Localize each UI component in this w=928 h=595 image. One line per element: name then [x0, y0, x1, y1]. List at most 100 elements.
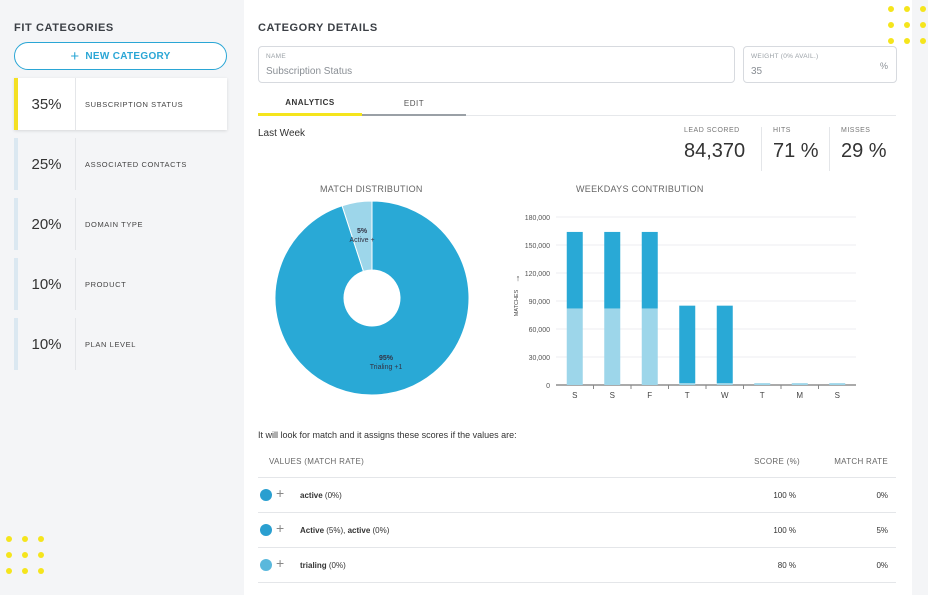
bar-segment[interactable]	[641, 231, 658, 309]
x-tick-label: S	[572, 391, 577, 400]
bar-segment[interactable]	[679, 305, 696, 384]
category-weight: 10%	[14, 318, 76, 370]
tab-analytics[interactable]: ANALYTICS	[258, 92, 362, 116]
pie-chart-title: MATCH DISTRIBUTION	[320, 184, 423, 194]
category-item-plan-level[interactable]: 10% PLAN LEVEL	[14, 318, 227, 370]
values-table: VALUES (MATCH RATE) SCORE (%) MATCH RATE…	[258, 447, 896, 583]
new-category-button[interactable]: + NEW CATEGORY	[14, 42, 227, 70]
expand-plus-icon[interactable]: +	[276, 555, 285, 571]
row-match-rate: 5%	[876, 526, 888, 535]
divider	[761, 127, 762, 171]
stat-value: 84,370	[684, 140, 746, 162]
stat-misses: MISSES 29 %	[841, 127, 887, 173]
stat-label: LEAD SCORED	[684, 127, 740, 134]
table-row: + trialing (0%) 80 % 0%	[258, 548, 896, 583]
y-axis-label: MATCHES	[514, 289, 520, 316]
category-item-product[interactable]: 10% PRODUCT	[14, 258, 227, 310]
row-match-rate: 0%	[876, 561, 888, 570]
row-score: 100 %	[773, 491, 796, 500]
y-tick-label: 120,000	[525, 271, 550, 278]
weight-field[interactable]: WEIGHT (0% AVAIL.) 35 %	[743, 46, 897, 83]
bar-segment[interactable]	[716, 383, 733, 385]
arrow-up-icon: ↑	[516, 273, 521, 283]
pie-slice-label: Active +	[349, 237, 374, 244]
category-weight: 10%	[14, 258, 76, 310]
x-tick-label: S	[610, 391, 615, 400]
weight-field-label: WEIGHT (0% AVAIL.)	[751, 53, 819, 60]
bar-segment[interactable]	[604, 308, 621, 385]
row-match-rate: 0%	[876, 491, 888, 500]
bar-segment[interactable]	[716, 305, 733, 384]
stat-value: 71 %	[773, 140, 819, 162]
plus-icon: +	[70, 47, 80, 65]
stat-label: MISSES	[841, 127, 871, 134]
decorative-dots	[6, 536, 44, 574]
table-body: + active (0%) 100 % 0% + Active (5%), active …	[258, 478, 896, 583]
y-tick-label: 150,000	[525, 243, 550, 250]
category-label: SUBSCRIPTION STATUS	[85, 99, 184, 109]
page-title: CATEGORY DETAILS	[258, 22, 378, 34]
stat-lead-scored: LEAD SCORED 84,370	[684, 127, 745, 173]
y-tick-label: 90,000	[529, 299, 551, 306]
row-value: active (0%)	[300, 491, 342, 500]
sidebar-title: FIT CATEGORIES	[14, 22, 114, 34]
category-indicator	[14, 258, 18, 310]
row-score: 100 %	[773, 526, 796, 535]
x-tick-label: S	[835, 391, 840, 400]
category-item-domain-type[interactable]: 20% DOMAIN TYPE	[14, 198, 227, 250]
stat-value: 29 %	[841, 140, 887, 162]
category-list: 35% SUBSCRIPTION STATUS 25% ASSOCIATED C…	[14, 78, 227, 378]
bar-segment[interactable]	[791, 383, 808, 385]
divider	[829, 127, 830, 171]
y-tick-label: 30,000	[529, 355, 551, 362]
row-value: Active (5%), active (0%)	[300, 526, 390, 535]
category-item-associated-contacts[interactable]: 25% ASSOCIATED CONTACTS	[14, 138, 227, 190]
category-indicator	[14, 198, 18, 250]
col-values: VALUES (MATCH RATE)	[269, 457, 365, 466]
pie-slice[interactable]	[274, 200, 470, 396]
tab-bar: ANALYTICS EDIT	[258, 92, 896, 116]
weight-field-value: 35	[751, 66, 763, 77]
category-item-subscription-status[interactable]: 35% SUBSCRIPTION STATUS	[14, 78, 227, 130]
table-row: + active (0%) 100 % 0%	[258, 478, 896, 513]
score-intro-text: It will look for match and it assigns th…	[258, 430, 517, 440]
name-field-value: Subscription Status	[266, 66, 353, 77]
x-tick-label: F	[647, 391, 652, 400]
sidebar: FIT CATEGORIES + NEW CATEGORY 35% SUBSCR…	[0, 0, 242, 595]
category-weight: 35%	[14, 78, 76, 130]
new-category-label: NEW CATEGORY	[85, 50, 171, 62]
bar-segment[interactable]	[641, 308, 658, 385]
category-label: ASSOCIATED CONTACTS	[85, 159, 187, 169]
scrollbar[interactable]	[912, 0, 928, 595]
category-weight: 20%	[14, 198, 76, 250]
decorative-dots	[888, 6, 926, 44]
bar-segment[interactable]	[679, 383, 696, 385]
percent-suffix: %	[879, 61, 888, 71]
bar-segment[interactable]	[604, 231, 621, 309]
bar-segment[interactable]	[829, 383, 846, 385]
category-label: PLAN LEVEL	[85, 339, 137, 349]
bar-segment[interactable]	[566, 231, 583, 309]
x-tick-label: W	[721, 391, 729, 400]
name-field[interactable]: NAME Subscription Status	[258, 46, 735, 83]
pie-slice-label: Trialing +1	[370, 364, 403, 371]
bar-segment[interactable]	[754, 383, 771, 385]
col-match-rate: MATCH RATE	[834, 457, 888, 466]
category-indicator	[14, 318, 18, 370]
active-indicator	[14, 78, 18, 130]
category-label: PRODUCT	[85, 279, 127, 289]
weekdays-contribution-chart: 0 30,000 60,000 90,000 120,000 150,000 180,000…	[514, 215, 856, 400]
row-score: 80 %	[777, 561, 796, 570]
match-distribution-chart: 5% Active + 95% Trialing +1	[274, 200, 470, 396]
tab-edit[interactable]: EDIT	[362, 92, 466, 116]
category-indicator	[14, 138, 18, 190]
category-details-panel: CATEGORY DETAILS NAME Subscription Statu…	[244, 0, 912, 595]
expand-plus-icon[interactable]: +	[276, 520, 285, 536]
bar-chart-title: WEEKDAYS CONTRIBUTION	[576, 184, 704, 194]
stat-label: HITS	[773, 127, 791, 134]
period-label: Last Week	[258, 128, 306, 139]
bar-segment[interactable]	[566, 308, 583, 385]
color-dot	[260, 524, 272, 536]
category-weight: 25%	[14, 138, 76, 190]
expand-plus-icon[interactable]: +	[276, 485, 285, 501]
